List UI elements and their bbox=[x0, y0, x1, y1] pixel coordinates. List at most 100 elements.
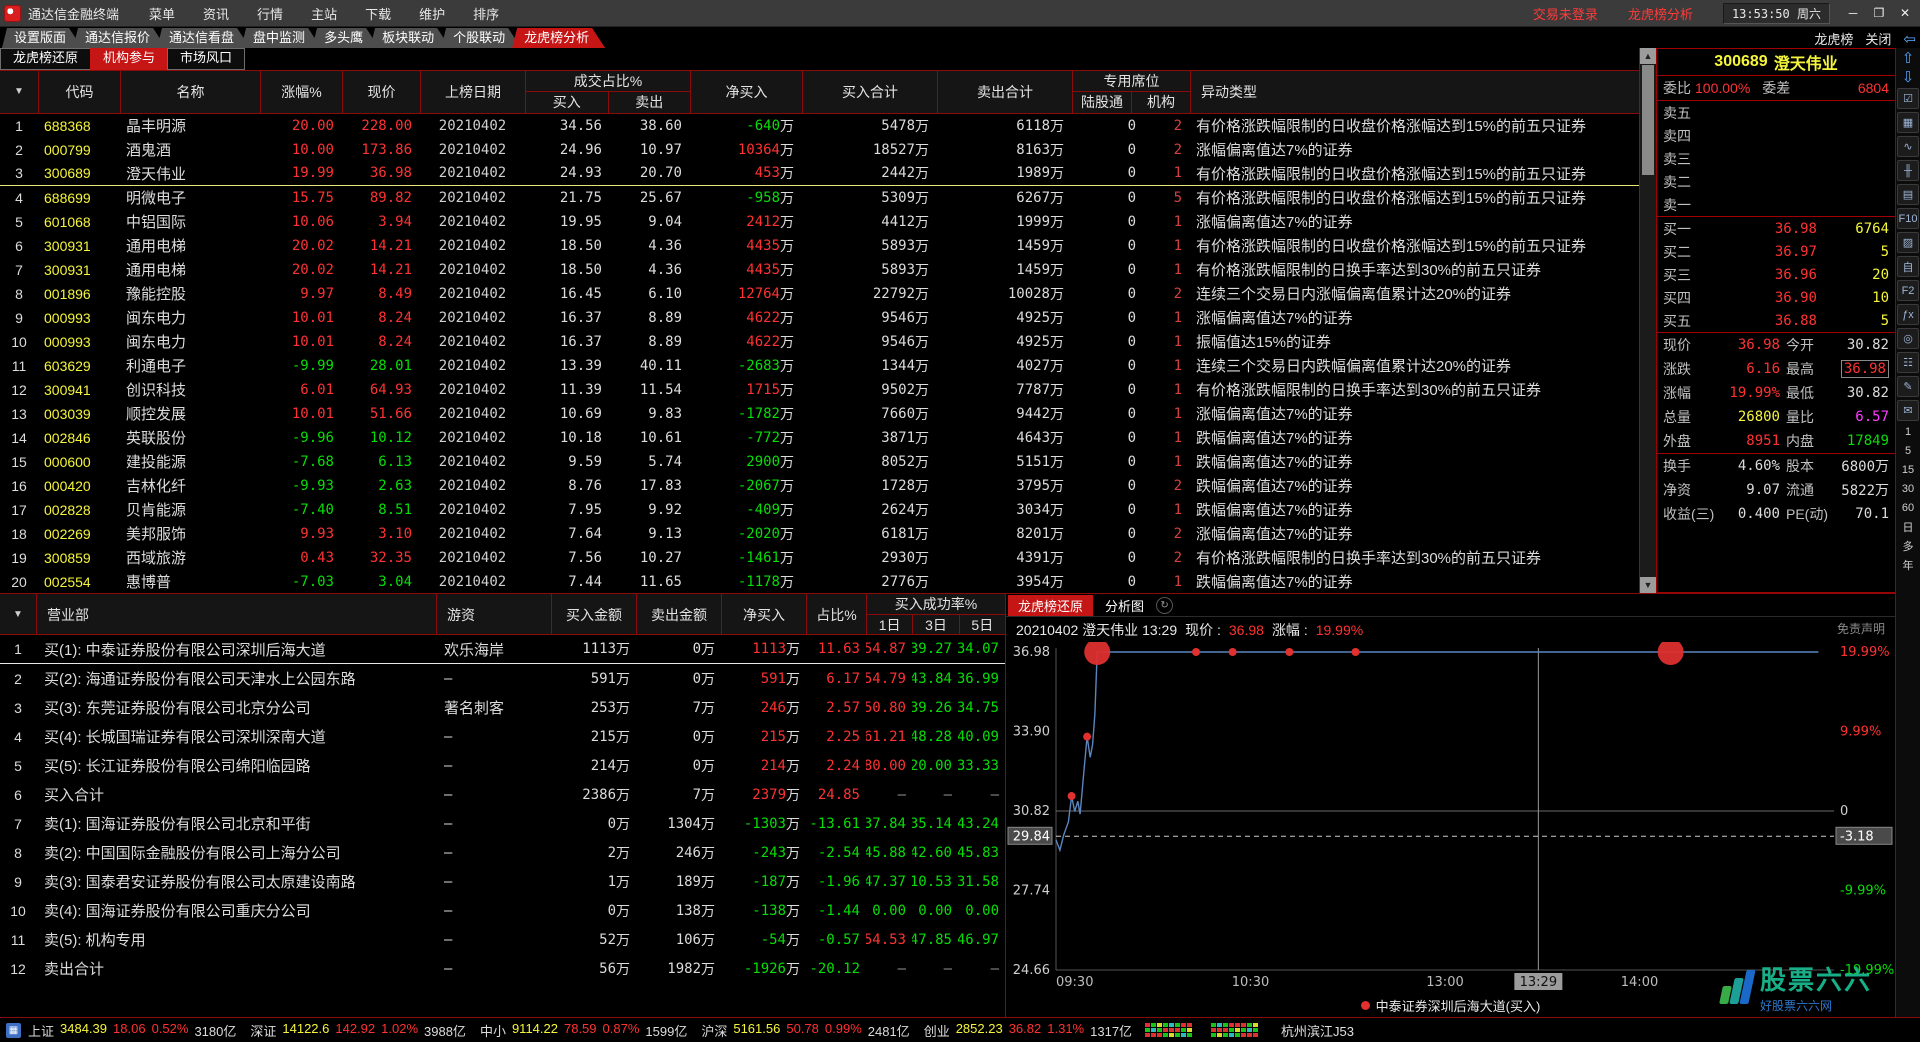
col-net[interactable]: 净买入 bbox=[690, 71, 802, 113]
table-row[interactable]: 6 300931 通用电梯 20.02 14.21 20210402 18.50 4.36 44… bbox=[0, 234, 1639, 258]
period-60-button[interactable]: 60 bbox=[1901, 502, 1915, 514]
seat-row[interactable]: 2 买(2): 海通证券股份有限公司天津水上公园东路 – 591 万 0 万 591 万 6.17… bbox=[0, 664, 1005, 693]
col-rate-5d[interactable]: 5日 bbox=[958, 615, 1005, 635]
menu-item[interactable]: 资讯 bbox=[203, 6, 230, 22]
period-日-button[interactable]: 日 bbox=[1902, 522, 1914, 534]
table-row[interactable]: 13 003039 顺控发展 10.01 51.66 20210402 10.69 9.83 -… bbox=[0, 402, 1639, 426]
info-panel-icon[interactable]: ▤ bbox=[1897, 184, 1919, 205]
table-row[interactable]: 2 000799 酒鬼酒 10.00 173.86 20210402 24.96 10.97 1… bbox=[0, 138, 1639, 162]
table-row[interactable]: 16 000420 吉林化纤 -9.93 2.63 20210402 8.76 17.83 -2… bbox=[0, 474, 1639, 498]
table-row[interactable]: 1 688368 晶丰明源 20.00 228.00 20210402 34.56 38.60… bbox=[0, 114, 1639, 138]
col-trade-buy[interactable]: 买入 bbox=[552, 94, 581, 111]
col-date[interactable]: 上榜日期 bbox=[420, 71, 525, 113]
col-code[interactable]: 代码 bbox=[38, 71, 120, 113]
seat-row[interactable]: 10 卖(4): 国海证券股份有限公司重庆分公司 – 0 万 138 万 -138 万 -1.44… bbox=[0, 896, 1005, 925]
scroll-down-icon[interactable]: ⇩ bbox=[1901, 69, 1915, 86]
table-row[interactable]: 20 002554 惠博普 -7.03 3.04 20210402 7.44 11.65 -11… bbox=[0, 570, 1639, 593]
subtab-机构参与[interactable]: 机构参与 bbox=[90, 48, 169, 70]
radar-icon[interactable]: ◎ bbox=[1897, 328, 1919, 349]
col-seat[interactable]: 营业部 bbox=[36, 594, 436, 635]
tab-通达信看盘[interactable]: 通达信看盘 bbox=[157, 28, 250, 48]
col-youzi[interactable]: 游资 bbox=[436, 594, 551, 635]
edit-icon[interactable]: ✎ bbox=[1897, 376, 1919, 397]
subtab-龙虎榜还原[interactable]: 龙虎榜还原 bbox=[0, 48, 92, 70]
minimize-button[interactable]: ─ bbox=[1848, 6, 1858, 20]
table-row[interactable]: 9 000993 闽东电力 10.01 8.24 20210402 16.37 8.89 462… bbox=[0, 306, 1639, 330]
tab-多头鹰[interactable]: 多头鹰 bbox=[312, 28, 379, 48]
scroll-up-button[interactable]: ▲ bbox=[1640, 48, 1656, 64]
tab-龙虎榜分析[interactable]: 龙虎榜分析 bbox=[512, 28, 605, 48]
menu-item[interactable]: 下载 bbox=[365, 6, 392, 22]
table-row[interactable]: 4 688699 明微电子 15.75 89.82 20210402 21.75 25.67 -… bbox=[0, 186, 1639, 210]
menu-item[interactable]: 排序 bbox=[473, 6, 500, 22]
seat-row[interactable]: 11 卖(5): 机构专用 – 52 万 106 万 -54 万 -0.57 54.53 47.85 4… bbox=[0, 925, 1005, 954]
index-quote[interactable]: 深证 14122.6 142.92 1.02% 3988亿 bbox=[250, 1021, 466, 1040]
table-row[interactable]: 14 002846 英联股份 -9.96 10.12 20210402 10.18 10.61… bbox=[0, 426, 1639, 450]
col-ratio[interactable]: 占比% bbox=[806, 594, 866, 635]
period-1-button[interactable]: 1 bbox=[1904, 426, 1912, 438]
col-rate-3d[interactable]: 3日 bbox=[912, 615, 958, 635]
col-pct[interactable]: 涨幅% bbox=[260, 71, 342, 113]
period-30-button[interactable]: 30 bbox=[1901, 483, 1915, 495]
table-row[interactable]: 5 601068 中铝国际 10.06 3.94 20210402 19.95 9.04 241… bbox=[0, 210, 1639, 234]
scroll-up-icon[interactable]: ⇧ bbox=[1901, 50, 1915, 67]
tab-通达信报价[interactable]: 通达信报价 bbox=[73, 28, 166, 48]
seat-row[interactable]: 8 卖(2): 中国国际金融股份有限公司上海分公司 – 2 万 246 万 -243 万 -2.5… bbox=[0, 838, 1005, 867]
status-grid-icon[interactable]: ▦ bbox=[6, 1022, 21, 1038]
table-row[interactable]: 18 002269 美邦服饰 9.93 3.10 20210402 7.64 9.13 -202… bbox=[0, 522, 1639, 546]
chart-tab-龙虎榜还原[interactable]: 龙虎榜还原 bbox=[1008, 594, 1094, 616]
message-icon[interactable]: ✉ bbox=[1897, 400, 1919, 421]
col-name[interactable]: 名称 bbox=[120, 71, 260, 113]
seat-row[interactable]: 4 买(4): 长城国瑞证券有限公司深圳深南大道 – 215 万 0 万 215 万 2.25 61… bbox=[0, 722, 1005, 751]
refresh-icon[interactable]: ↻ bbox=[1156, 596, 1174, 614]
index-quote[interactable]: 上证 3484.39 18.06 0.52% 3180亿 bbox=[28, 1021, 236, 1040]
col-buy-total[interactable]: 买入合计 bbox=[802, 71, 937, 113]
scroll-down-button[interactable]: ▼ bbox=[1640, 577, 1656, 593]
menu-item[interactable]: 行情 bbox=[257, 6, 284, 22]
seat-row[interactable]: 12 卖出合计 – 56 万 1982 万 -1926 万 -20.12 – – – bbox=[0, 954, 1005, 983]
seat-row[interactable]: 3 买(3): 东莞证券股份有限公司北京分公司 著名刺客 253 万 7 万 246 万 2.57… bbox=[0, 693, 1005, 722]
close-button[interactable]: ✕ bbox=[1899, 6, 1911, 20]
col-seat-org[interactable]: 机构 bbox=[1131, 92, 1190, 113]
col-rate-1d[interactable]: 1日 bbox=[878, 617, 901, 633]
seat-row[interactable]: 5 买(5): 长江证券股份有限公司绵阳临园路 – 214 万 0 万 214 万 2.24 80.… bbox=[0, 751, 1005, 780]
subtab-市场风口[interactable]: 市场风口 bbox=[167, 48, 246, 70]
table-row[interactable]: 15 000600 建投能源 -7.68 6.13 20210402 9.59 5.74 290… bbox=[0, 450, 1639, 474]
col-seat-net[interactable]: 净买入 bbox=[721, 594, 806, 635]
disclaimer-link[interactable]: 免责声明 bbox=[1836, 622, 1885, 636]
col-seat-lgt[interactable]: 陆股通 bbox=[1081, 94, 1123, 111]
sort-icon[interactable]: ▼ bbox=[14, 86, 24, 98]
report-icon[interactable]: ☑ bbox=[1897, 88, 1919, 109]
menu-item[interactable]: 主站 bbox=[311, 6, 338, 22]
table-row[interactable]: 12 300941 创识科技 6.01 64.93 20210402 11.39 11.54 1… bbox=[0, 378, 1639, 402]
tab-板块联动[interactable]: 板块联动 bbox=[370, 28, 450, 48]
table-row[interactable]: 10 000993 闽东电力 10.01 8.24 20210402 16.37 8.89 46… bbox=[0, 330, 1639, 354]
table-row[interactable]: 17 002828 贝肯能源 -7.40 8.51 20210402 7.95 9.92 -40… bbox=[0, 498, 1639, 522]
scrollbar[interactable]: ▲ ▼ bbox=[1639, 48, 1656, 593]
menu-item[interactable]: 菜单 bbox=[149, 6, 176, 22]
period-5-button[interactable]: 5 bbox=[1904, 445, 1912, 457]
f2-icon[interactable]: F2 bbox=[1897, 280, 1919, 301]
table-row[interactable]: 7 300931 通用电梯 20.02 14.21 20210402 18.50 4.36 44… bbox=[0, 258, 1639, 282]
index-quote[interactable]: 中小 9114.22 78.59 0.87% 1599亿 bbox=[480, 1021, 687, 1040]
formula-icon[interactable]: ƒx bbox=[1897, 304, 1919, 325]
seat-row[interactable]: 1 买(1): 中泰证券股份有限公司深圳后海大道 欢乐海岸 1113 万 0 万 1113 万 1… bbox=[0, 635, 1005, 664]
index-quote[interactable]: 创业 2852.23 36.82 1.31% 1317亿 bbox=[924, 1021, 1132, 1040]
tab-个股联动[interactable]: 个股联动 bbox=[441, 28, 521, 48]
f10-icon[interactable]: F10 bbox=[1897, 208, 1919, 229]
col-trade-sell[interactable]: 卖出 bbox=[607, 92, 691, 113]
period-15-button[interactable]: 15 bbox=[1901, 464, 1915, 476]
col-price[interactable]: 现价 bbox=[342, 71, 420, 113]
lhb-shortcut[interactable]: 龙虎榜 bbox=[1814, 32, 1854, 47]
table-row[interactable]: 8 001896 豫能控股 9.97 8.49 20210402 16.45 6.10 1276… bbox=[0, 282, 1639, 306]
tab-盘中监测[interactable]: 盘中监测 bbox=[241, 28, 321, 48]
menu-item[interactable]: 维护 bbox=[419, 6, 446, 22]
col-sell-total[interactable]: 卖出合计 bbox=[937, 71, 1072, 113]
restore-button[interactable]: ❐ bbox=[1873, 6, 1885, 20]
quote-grid-icon[interactable]: ▦ bbox=[1897, 112, 1919, 133]
custom-stock-icon[interactable]: 自 bbox=[1897, 256, 1919, 277]
table-row[interactable]: 3 300689 澄天伟业 19.99 36.98 20210402 24.93 20.70 4… bbox=[0, 162, 1639, 186]
graph-icon[interactable]: ▨ bbox=[1897, 232, 1919, 253]
table-row[interactable]: 11 603629 利通电子 -9.99 28.01 20210402 13.39 40.11… bbox=[0, 354, 1639, 378]
seat-sort-icon[interactable]: ▼ bbox=[13, 609, 23, 620]
